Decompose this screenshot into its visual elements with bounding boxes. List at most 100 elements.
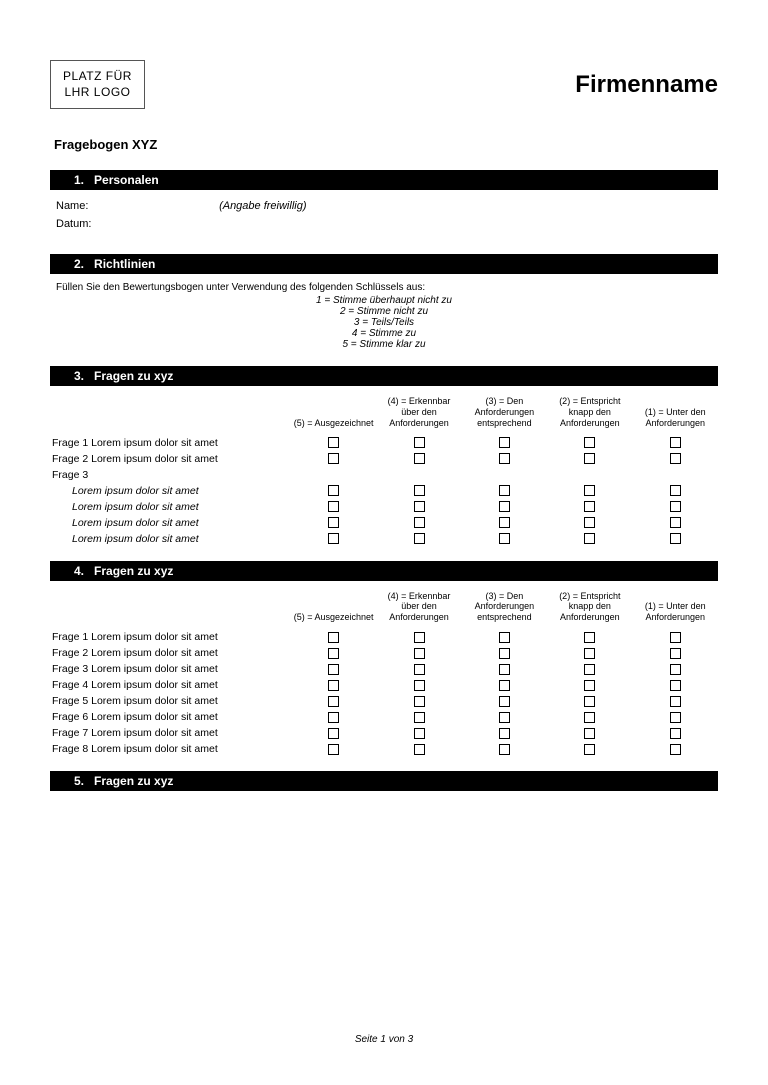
rating-checkbox[interactable] <box>670 501 681 512</box>
rating-checkbox[interactable] <box>670 728 681 739</box>
question-table-3: (5) = Ausgezeichnet (4) = Erkennbar über… <box>50 394 718 546</box>
rating-checkbox[interactable] <box>499 485 510 496</box>
rating-checkbox[interactable] <box>414 680 425 691</box>
rating-header-row: (5) = Ausgezeichnet (4) = Erkennbar über… <box>50 589 718 629</box>
page-footer: Seite 1 von 3 <box>0 1034 768 1045</box>
rating-checkbox[interactable] <box>584 632 595 643</box>
rating-checkbox[interactable] <box>414 517 425 528</box>
rating-checkbox[interactable] <box>414 696 425 707</box>
rating-checkbox[interactable] <box>670 632 681 643</box>
personal-name-row: Name: (Angabe freiwillig) <box>56 200 712 212</box>
rating-checkbox[interactable] <box>414 712 425 723</box>
date-label: Datum: <box>56 218 216 230</box>
scale-item: 2 = Stimme nicht zu <box>56 306 712 317</box>
rating-checkbox[interactable] <box>584 453 595 464</box>
rating-checkbox[interactable] <box>584 517 595 528</box>
rating-checkbox[interactable] <box>328 632 339 643</box>
rating-checkbox[interactable] <box>414 533 425 544</box>
rating-checkbox[interactable] <box>499 712 510 723</box>
question-row: Frage 6 Lorem ipsum dolor sit amet <box>50 709 718 725</box>
rating-checkbox[interactable] <box>670 453 681 464</box>
rating-checkbox[interactable] <box>328 501 339 512</box>
rating-checkbox[interactable] <box>584 680 595 691</box>
guidelines-block: Füllen Sie den Bewertungsbogen unter Ver… <box>50 274 718 360</box>
rating-checkbox[interactable] <box>328 517 339 528</box>
rating-checkbox[interactable] <box>328 437 339 448</box>
question-row: Frage 5 Lorem ipsum dolor sit amet <box>50 693 718 709</box>
scale-item: 5 = Stimme klar zu <box>56 339 712 350</box>
question-label: Frage 4 Lorem ipsum dolor sit amet <box>50 677 291 693</box>
rating-checkbox[interactable] <box>584 696 595 707</box>
question-label: Lorem ipsum dolor sit amet <box>50 515 291 531</box>
rating-checkbox[interactable] <box>499 517 510 528</box>
rating-checkbox[interactable] <box>499 648 510 659</box>
rating-checkbox[interactable] <box>584 728 595 739</box>
rating-checkbox[interactable] <box>414 632 425 643</box>
question-label: Frage 6 Lorem ipsum dolor sit amet <box>50 709 291 725</box>
rating-checkbox[interactable] <box>670 664 681 675</box>
rating-checkbox[interactable] <box>328 453 339 464</box>
rating-checkbox[interactable] <box>584 664 595 675</box>
section-num: 5. <box>74 774 84 788</box>
rating-checkbox[interactable] <box>584 501 595 512</box>
question-label: Frage 2 Lorem ipsum dolor sit amet <box>50 451 291 467</box>
rating-checkbox[interactable] <box>328 744 339 755</box>
rating-checkbox[interactable] <box>670 696 681 707</box>
rating-checkbox[interactable] <box>414 485 425 496</box>
rating-checkbox[interactable] <box>584 437 595 448</box>
rating-checkbox[interactable] <box>584 485 595 496</box>
rating-checkbox[interactable] <box>670 437 681 448</box>
personal-date-row: Datum: <box>56 218 712 230</box>
rating-checkbox[interactable] <box>584 533 595 544</box>
rating-checkbox[interactable] <box>670 744 681 755</box>
rating-checkbox[interactable] <box>414 501 425 512</box>
rating-checkbox[interactable] <box>328 648 339 659</box>
rating-checkbox[interactable] <box>670 712 681 723</box>
question-row: Lorem ipsum dolor sit amet <box>50 499 718 515</box>
rating-header-1: (1) = Unter den Anforderungen <box>633 394 718 434</box>
rating-checkbox[interactable] <box>328 680 339 691</box>
rating-checkbox[interactable] <box>328 485 339 496</box>
guidelines-intro: Füllen Sie den Bewertungsbogen unter Ver… <box>56 282 712 293</box>
scale-item: 3 = Teils/Teils <box>56 317 712 328</box>
question-label: Frage 8 Lorem ipsum dolor sit amet <box>50 741 291 757</box>
questionnaire-page: PLATZ FÜR LHR LOGO Firmenname Fragebogen… <box>0 0 768 831</box>
rating-checkbox[interactable] <box>584 744 595 755</box>
rating-checkbox[interactable] <box>670 533 681 544</box>
rating-checkbox[interactable] <box>499 632 510 643</box>
rating-checkbox[interactable] <box>414 453 425 464</box>
section-num: 4. <box>74 564 84 578</box>
rating-checkbox[interactable] <box>499 728 510 739</box>
rating-checkbox[interactable] <box>584 712 595 723</box>
rating-checkbox[interactable] <box>414 728 425 739</box>
rating-checkbox[interactable] <box>499 453 510 464</box>
rating-checkbox[interactable] <box>670 648 681 659</box>
logo-line2: LHR LOGO <box>63 85 132 101</box>
rating-checkbox[interactable] <box>328 533 339 544</box>
rating-header-4: (4) = Erkennbar über den Anforderungen <box>376 394 461 434</box>
rating-checkbox[interactable] <box>670 680 681 691</box>
rating-checkbox[interactable] <box>670 517 681 528</box>
rating-checkbox[interactable] <box>670 485 681 496</box>
rating-checkbox[interactable] <box>328 664 339 675</box>
rating-checkbox[interactable] <box>328 696 339 707</box>
rating-checkbox[interactable] <box>414 648 425 659</box>
rating-checkbox[interactable] <box>499 501 510 512</box>
question-label: Lorem ipsum dolor sit amet <box>50 499 291 515</box>
rating-checkbox[interactable] <box>328 728 339 739</box>
section-num: 3. <box>74 369 84 383</box>
rating-header-row: (5) = Ausgezeichnet (4) = Erkennbar über… <box>50 394 718 434</box>
rating-checkbox[interactable] <box>414 437 425 448</box>
rating-header-3: (3) = Den Anforderungen entsprechend <box>462 589 547 629</box>
rating-checkbox[interactable] <box>584 648 595 659</box>
rating-checkbox[interactable] <box>414 744 425 755</box>
rating-checkbox[interactable] <box>414 664 425 675</box>
rating-checkbox[interactable] <box>499 696 510 707</box>
rating-checkbox[interactable] <box>499 437 510 448</box>
rating-checkbox[interactable] <box>499 680 510 691</box>
rating-checkbox[interactable] <box>499 664 510 675</box>
rating-checkbox[interactable] <box>499 533 510 544</box>
rating-checkbox[interactable] <box>499 744 510 755</box>
section-title: Richtlinien <box>94 257 155 271</box>
rating-checkbox[interactable] <box>328 712 339 723</box>
